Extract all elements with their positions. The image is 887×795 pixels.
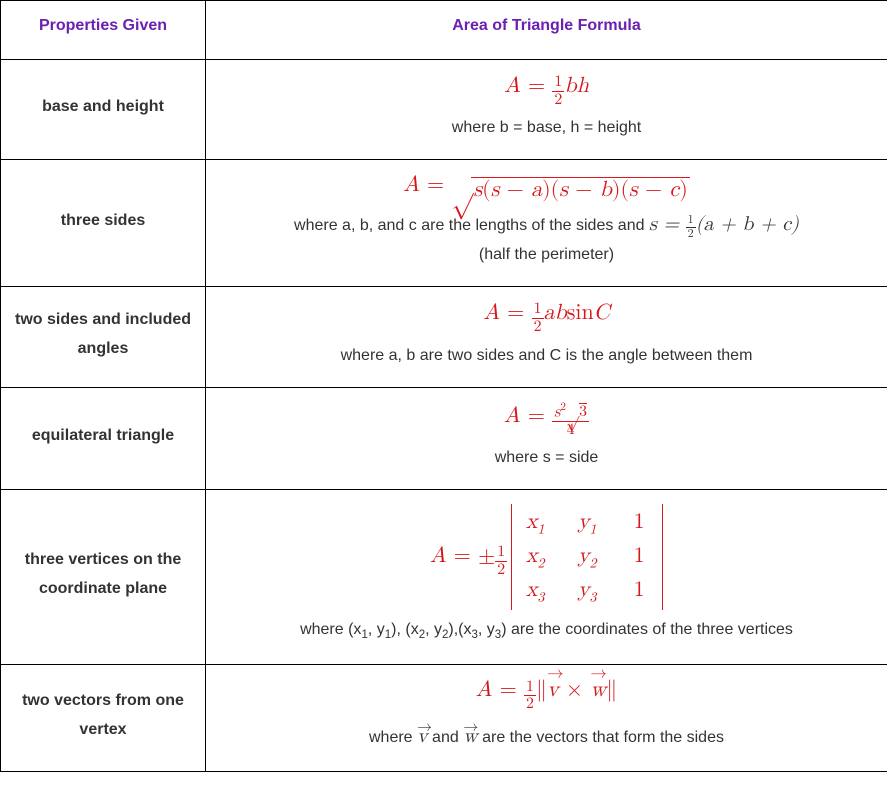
desc-vectors: where v and w are the vectors that form … <box>212 719 881 753</box>
formula-vertices: A = ±12x1y11x2y21x3y31 <box>212 504 881 610</box>
formula-vectors: A = 12∥v × w∥ <box>212 679 881 713</box>
table-row: three vertices on the coordinate plane A… <box>1 490 887 664</box>
prop-vertices: three vertices on the coordinate plane <box>1 490 206 664</box>
desc-sas: where a, b are two sides and C is the an… <box>212 342 881 369</box>
prop-equilateral: equilateral triangle <box>1 387 206 490</box>
prop-base-height: base and height <box>1 60 206 160</box>
formula-cell-base-height: A = 12bh where b = base, h = height <box>206 60 887 160</box>
formula-base-height: A = 12bh <box>212 74 881 108</box>
formula-cell-sas: A = 12absinC where a, b are two sides an… <box>206 287 887 387</box>
header-formula: Area of Triangle Formula <box>206 1 887 60</box>
table-row: equilateral triangle A = s2√34 where s =… <box>1 387 887 490</box>
desc-equilateral: where s = side <box>212 444 881 471</box>
formula-sas: A = 12absinC <box>212 301 881 335</box>
formula-cell-equilateral: A = s2√34 where s = side <box>206 387 887 490</box>
formula-cell-vectors: A = 12∥v × w∥ where v and w are the vect… <box>206 664 887 771</box>
table-row: base and height A = 12bh where b = base,… <box>1 60 887 160</box>
prop-vectors: two vectors from one vertex <box>1 664 206 771</box>
desc-base-height: where b = base, h = height <box>212 114 881 141</box>
prop-sas: two sides and included angles <box>1 287 206 387</box>
triangle-area-formulas-table: Properties Given Area of Triangle Formul… <box>0 0 887 772</box>
table-row: two vectors from one vertex A = 12∥v × w… <box>1 664 887 771</box>
table-header-row: Properties Given Area of Triangle Formul… <box>1 1 887 60</box>
table-row: three sides A = √s(s − a)(s − b)(s − c) … <box>1 160 887 287</box>
desc-vertices: where (x1, y1), (x2, y2),(x3, y3) are th… <box>212 616 881 646</box>
header-properties: Properties Given <box>1 1 206 60</box>
formula-cell-heron: A = √s(s − a)(s − b)(s − c) where a, b, … <box>206 160 887 287</box>
formula-cell-vertices: A = ±12x1y11x2y21x3y31 where (x1, y1), (… <box>206 490 887 664</box>
formula-equilateral: A = s2√34 <box>212 402 881 439</box>
desc-heron: where a, b, and c are the lengths of the… <box>212 207 881 268</box>
table-row: two sides and included angles A = 12absi… <box>1 287 887 387</box>
formula-heron: A = √s(s − a)(s − b)(s − c) <box>212 174 881 201</box>
prop-three-sides: three sides <box>1 160 206 287</box>
